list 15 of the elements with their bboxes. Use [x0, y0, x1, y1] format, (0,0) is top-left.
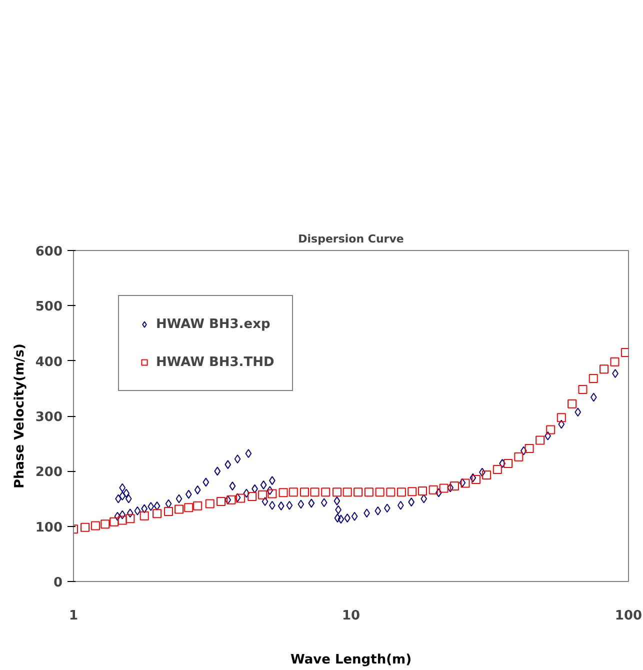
legend-label: HWAW BH3.THD — [156, 354, 274, 370]
x-tick-label: 10 — [342, 608, 360, 624]
y-tick-label: 0 — [53, 576, 62, 590]
y-tick-label: 200 — [35, 465, 63, 480]
legend-label: HWAW BH3.exp — [156, 316, 270, 332]
x-tick-label: 100 — [614, 608, 642, 624]
y-axis-title: Phase Velocity(m/s) — [12, 344, 28, 488]
x-axis-title: Wave Length(m) — [290, 652, 412, 668]
chart-title: Dispersion Curve — [298, 232, 404, 246]
y-tick-label: 100 — [35, 520, 63, 536]
y-tick-label: 500 — [35, 300, 63, 315]
y-tick-label: 600 — [35, 244, 63, 260]
y-tick-label: 300 — [35, 410, 63, 425]
y-tick-label: 400 — [35, 354, 63, 370]
x-tick-label: 1 — [68, 608, 78, 624]
